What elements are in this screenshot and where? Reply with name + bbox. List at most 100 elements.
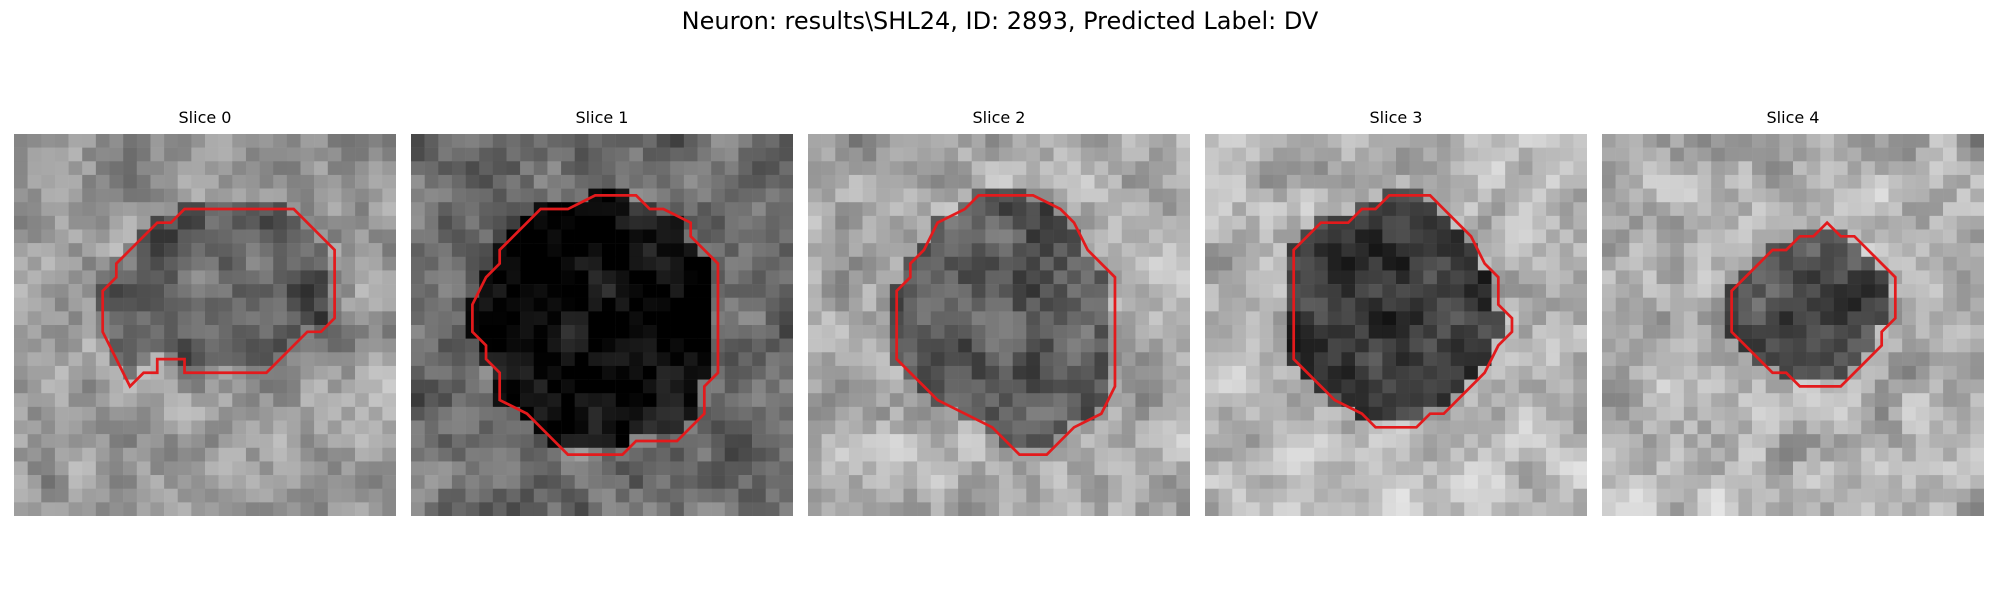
pixel xyxy=(1615,475,1630,489)
pixel xyxy=(109,311,124,326)
pixel xyxy=(917,297,932,312)
pixel xyxy=(1752,461,1766,476)
pixel xyxy=(1327,134,1342,148)
pixel xyxy=(1108,202,1123,217)
pixel xyxy=(889,147,904,162)
pixel xyxy=(191,284,206,298)
pixel xyxy=(629,256,644,271)
pixel xyxy=(1341,284,1356,298)
pixel xyxy=(1341,338,1356,353)
pixel xyxy=(1629,188,1644,203)
pixel xyxy=(1874,447,1889,462)
pixel xyxy=(451,338,466,353)
pixel xyxy=(1176,434,1190,449)
pixel xyxy=(177,215,192,230)
pixel xyxy=(1670,502,1685,516)
pixel xyxy=(1956,147,1971,162)
pixel xyxy=(479,365,494,380)
pixel xyxy=(697,447,712,462)
pixel xyxy=(561,161,575,176)
pixel xyxy=(1902,325,1917,339)
pixel xyxy=(1259,134,1274,148)
pixel xyxy=(862,311,877,326)
pixel xyxy=(1929,311,1944,326)
pixel xyxy=(1286,475,1301,489)
pixel xyxy=(1491,147,1506,162)
pixel xyxy=(629,502,644,516)
pixel xyxy=(779,338,793,353)
pixel xyxy=(1711,406,1726,421)
pixel xyxy=(1518,447,1533,462)
pixel xyxy=(1205,447,1219,462)
pixel xyxy=(1573,488,1587,503)
pixel xyxy=(1902,270,1917,285)
pixel xyxy=(1368,447,1383,462)
pixel xyxy=(862,461,877,476)
pixel xyxy=(465,147,480,162)
pixel xyxy=(629,311,644,326)
pixel xyxy=(1436,338,1451,353)
pixel xyxy=(1833,406,1848,421)
pixel xyxy=(54,229,69,244)
pixel xyxy=(944,379,959,394)
pixel xyxy=(327,188,342,203)
pixel xyxy=(1697,338,1712,353)
pixel xyxy=(1162,502,1177,516)
pixel xyxy=(1902,434,1917,449)
pixel xyxy=(1355,215,1369,230)
pixel xyxy=(1368,461,1383,476)
pixel xyxy=(848,188,863,203)
pixel xyxy=(1341,243,1356,258)
pixel xyxy=(1327,202,1342,217)
pixel xyxy=(1738,311,1753,326)
pixel xyxy=(1793,365,1807,380)
pixel xyxy=(259,447,274,462)
pixel xyxy=(1327,379,1342,394)
pixel xyxy=(697,461,712,476)
pixel xyxy=(1259,188,1274,203)
pixel xyxy=(656,461,671,476)
pixel xyxy=(656,379,671,394)
pixel xyxy=(1327,488,1342,503)
pixel xyxy=(177,161,192,176)
pixel xyxy=(1273,174,1288,189)
pixel xyxy=(411,161,425,176)
pixel xyxy=(1956,215,1971,230)
pixel xyxy=(191,256,206,271)
pixel xyxy=(1806,434,1821,449)
pixel xyxy=(917,475,932,489)
pixel xyxy=(1368,365,1383,380)
pixel xyxy=(1670,202,1685,217)
pixel xyxy=(738,284,753,298)
pixel xyxy=(411,215,425,230)
pixel xyxy=(1341,502,1356,516)
pixel xyxy=(1368,284,1383,298)
pixel xyxy=(54,461,69,476)
pixel xyxy=(1232,270,1247,285)
pixel xyxy=(1259,420,1274,435)
pixel xyxy=(808,434,822,449)
pixel xyxy=(821,256,836,271)
pixel xyxy=(1080,229,1095,244)
pixel xyxy=(465,270,480,285)
pixel xyxy=(1314,325,1329,339)
pixel xyxy=(1943,202,1957,217)
pixel xyxy=(341,161,356,176)
pixel xyxy=(1793,297,1807,312)
pixel xyxy=(1874,215,1889,230)
pixel xyxy=(95,270,110,285)
pixel xyxy=(1205,352,1219,367)
pixel xyxy=(1888,174,1903,189)
pixel xyxy=(1039,215,1054,230)
pixel xyxy=(1450,270,1465,285)
pixel xyxy=(670,502,685,516)
pixel xyxy=(999,284,1013,298)
pixel xyxy=(68,461,83,476)
pixel xyxy=(1477,243,1492,258)
pixel xyxy=(1121,134,1136,148)
pixel xyxy=(876,174,891,189)
pixel xyxy=(615,270,630,285)
pixel xyxy=(1273,243,1288,258)
pixel xyxy=(602,311,616,326)
pixel xyxy=(1149,297,1163,312)
